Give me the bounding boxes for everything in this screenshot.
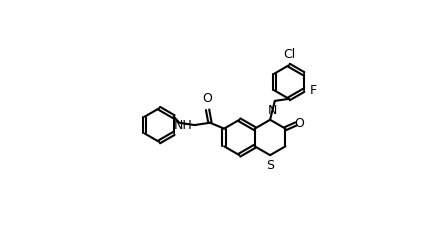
Text: O: O [294,117,304,131]
Text: Cl: Cl [283,48,295,61]
Text: F: F [309,84,316,97]
Text: O: O [203,93,213,105]
Text: S: S [266,160,274,173]
Text: NH: NH [174,118,192,132]
Text: N: N [267,104,276,117]
